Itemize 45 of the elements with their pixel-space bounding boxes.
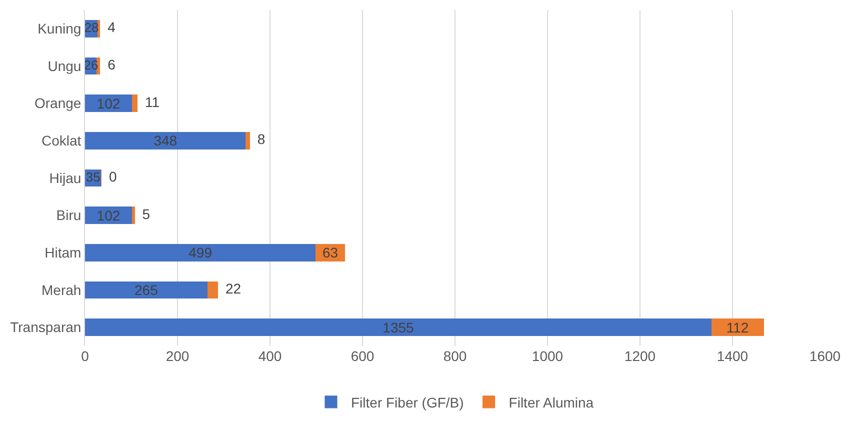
x-tick-label: 1600: [809, 348, 841, 364]
data-label: 8: [250, 131, 266, 148]
y-tick-label: Biru: [56, 207, 82, 224]
x-tick-label: 1000: [532, 348, 564, 364]
y-tick-label: Merah: [42, 282, 82, 298]
data-label: 11: [137, 94, 160, 110]
bar: [85, 244, 316, 262]
y-tick-label: Orange: [34, 95, 82, 112]
x-tick-label: 400: [258, 348, 282, 364]
data-label: 265: [134, 282, 158, 298]
data-label: 112: [726, 319, 749, 336]
x-tick-label: 0: [81, 348, 90, 364]
data-label: 63: [322, 244, 338, 261]
y-tick-label: Hitam: [44, 244, 82, 261]
data-label: 348: [154, 132, 178, 149]
data-label: 102: [96, 207, 120, 224]
data-label: 6: [100, 56, 116, 72]
data-label: 4: [100, 19, 116, 36]
x-tick-label: 800: [443, 348, 467, 364]
bar: [132, 206, 135, 224]
bar: [132, 94, 138, 112]
y-tick-label: Transparan: [10, 319, 82, 336]
data-label: 5: [134, 206, 150, 222]
bar: [207, 281, 218, 299]
bar: [246, 132, 250, 150]
x-tick-label: 200: [166, 348, 190, 364]
y-tick-label: Hijau: [49, 170, 82, 186]
x-tick-label: 600: [350, 348, 374, 364]
data-label: 0: [101, 168, 117, 184]
data-label: 22: [218, 280, 242, 296]
x-tick-label: 1400: [716, 348, 748, 364]
bar: [711, 318, 764, 336]
data-label: 35: [86, 169, 100, 184]
bar: [85, 132, 246, 150]
bar: [85, 281, 208, 299]
data-label: 102: [96, 95, 120, 112]
y-tick-label: Ungu: [48, 58, 82, 74]
data-label: 1355: [382, 319, 414, 336]
y-tick-label: Kuning: [38, 20, 82, 37]
legend-label: Filter Fiber (GF/B): [351, 394, 464, 410]
x-tick-label: 1200: [624, 348, 656, 364]
legend-label: Filter Alumina: [508, 394, 594, 410]
y-tick-label: Coklat: [42, 132, 82, 149]
bar: [85, 318, 712, 336]
data-label: 499: [188, 244, 212, 261]
